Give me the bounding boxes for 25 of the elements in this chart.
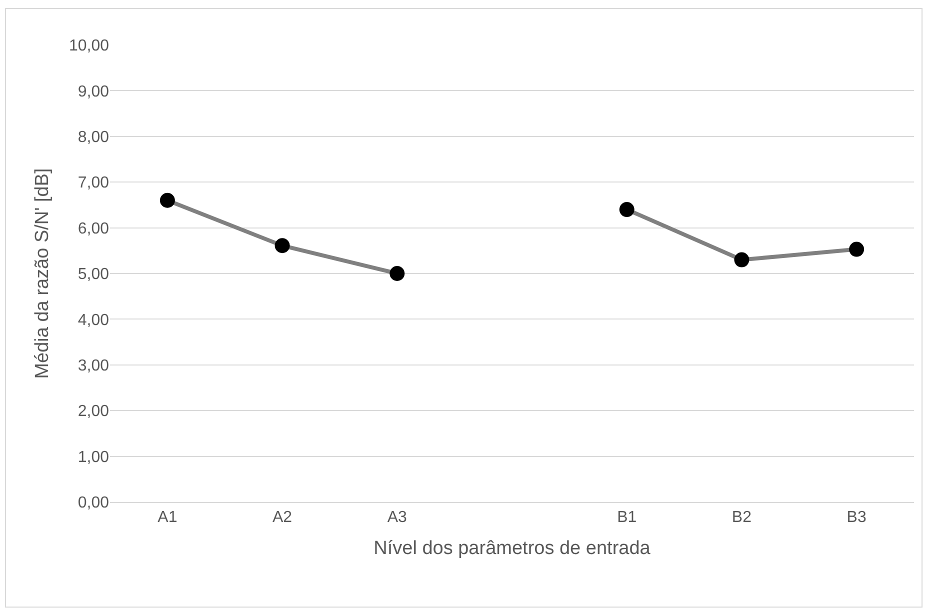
x-axis-title: Nível dos parâmetros de entrada — [374, 538, 651, 559]
y-axis-title: Média da razão S/N' [dB] — [32, 168, 53, 379]
x-tick-label: A1 — [158, 509, 178, 526]
y-tick-label: 10,00 — [68, 38, 110, 55]
x-tick-label: A2 — [272, 509, 292, 526]
x-tick-label: B1 — [617, 509, 637, 526]
point — [160, 192, 175, 208]
point — [849, 242, 864, 257]
y-tick-label: 0,00 — [78, 494, 110, 512]
point — [274, 238, 290, 254]
y-tick-label: 1,00 — [78, 448, 110, 466]
y-tick-label: 3,00 — [78, 358, 110, 374]
x-tick-label: B2 — [732, 509, 752, 526]
y-tick-label: 7,00 — [78, 174, 110, 192]
y-tick-label: 6,00 — [78, 220, 110, 238]
y-tick-label: 5,00 — [78, 266, 110, 284]
y-tick-label: 4,00 — [78, 312, 110, 329]
y-tick-label: 8,00 — [78, 129, 110, 146]
x-tick-label: B3 — [846, 509, 866, 526]
x-tick-label: A3 — [387, 509, 408, 526]
point — [619, 202, 634, 218]
y-tick-label: 2,00 — [78, 403, 110, 420]
point — [734, 252, 750, 268]
point — [390, 266, 405, 281]
y-tick-label: 9,00 — [78, 83, 110, 100]
